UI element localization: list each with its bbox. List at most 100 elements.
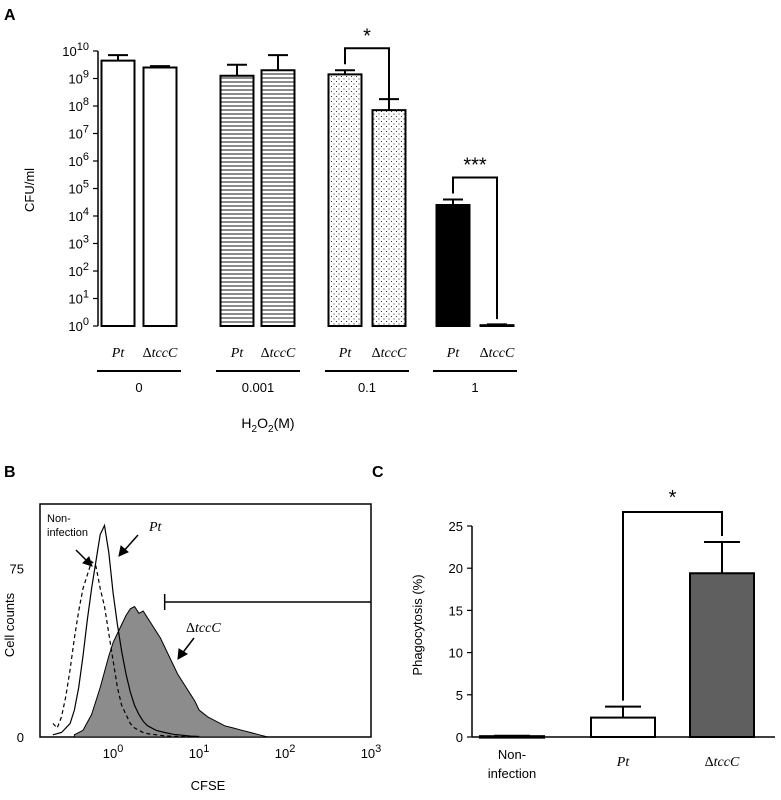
panel-a-bar	[219, 74, 255, 327]
panel-b-x-ticks: 100 101 102 103	[103, 743, 382, 761]
panel-b-x-tick-exp: 1	[203, 743, 209, 755]
panel-c-bar	[689, 572, 755, 738]
panel-b-histogram-dtccc	[73, 605, 268, 738]
panel-b-annotation-non-infection: Non-infection	[47, 513, 88, 539]
panel-b-annotation-pt: Pt	[148, 520, 163, 535]
panel-b-x-tick-label: 100	[103, 743, 124, 761]
panel-c-chart: Phagocytosis (%) 0 5 10 15 20 25 Non-infectio…	[410, 487, 775, 781]
panel-a-significance: ****	[344, 25, 498, 320]
panel-a-y-tick-label: 106	[68, 151, 89, 169]
panel-b-y-tick-label: 0	[17, 730, 24, 745]
panel-b-annotation-dtccc-symbol: Δ	[186, 621, 195, 636]
panel-a-x-category: ΔtccC	[480, 346, 515, 361]
panel-a-x-category-italic: tccC	[270, 346, 296, 361]
panel-a-y-tick-exp: 5	[83, 179, 89, 191]
panel-b-x-tick-exp: 3	[375, 743, 381, 755]
panel-a-group-label: 0.001	[242, 380, 275, 395]
panel-a-x-category-italic: Pt	[338, 346, 353, 361]
panel-a-x-category-italic: tccC	[381, 346, 407, 361]
panel-c-x-category-italic: Pt	[616, 755, 631, 770]
panel-c-x-category-symbol: Δ	[705, 755, 714, 770]
panel-b-y-axis-label: Cell counts	[2, 592, 17, 657]
panel-b-y-ticks: 0 75	[10, 561, 24, 745]
panel-a-y-tick-base: 10	[68, 264, 82, 279]
panel-c-significance: *	[622, 487, 723, 701]
panel-b-annotations: Non-infection Pt ΔtccC	[47, 513, 221, 660]
panel-b-histogram-pt	[52, 523, 200, 738]
panel-b-x-tick-base: 10	[103, 746, 117, 761]
panel-c-y-tick-label: 25	[449, 519, 463, 534]
panel-a-y-tick-label: 1010	[62, 41, 89, 59]
panel-a-y-tick-label: 105	[68, 179, 89, 197]
panel-a-y-tick-exp: 2	[83, 261, 89, 273]
panel-b-arrowhead-dtccc	[177, 648, 188, 660]
panel-b-gate	[163, 594, 371, 610]
panel-a-x-categories: Pt ΔtccC Pt ΔtccC Pt ΔtccC Pt ΔtccC	[111, 346, 515, 361]
panel-b-annotation-line2: infection	[47, 527, 88, 539]
panel-a-x-category: ΔtccC	[261, 346, 296, 361]
panel-a-y-tick-base: 10	[62, 44, 76, 59]
panel-c-y-tick-label: 10	[449, 646, 463, 661]
panel-a-y-tick-base: 10	[68, 237, 82, 252]
panel-a-significance-label: ***	[463, 155, 487, 177]
panel-a-x-category: Pt	[111, 346, 126, 361]
panel-a-x-category: ΔtccC	[372, 346, 407, 361]
panel-label-c: C	[372, 464, 384, 481]
panel-a-y-tick-exp: 9	[83, 69, 89, 81]
panel-c-significance-label: *	[669, 487, 677, 509]
panel-a-x-axis-label: H2O2(M)	[241, 415, 294, 435]
panel-a-x-category: Pt	[446, 346, 461, 361]
panel-c-x-category: ΔtccC	[705, 755, 740, 770]
panel-c-bar	[590, 716, 656, 739]
panel-a-y-tick-label: 107	[68, 124, 89, 142]
panel-a-group-label: 1	[471, 380, 478, 395]
panel-a-y-tick-base: 10	[68, 319, 82, 334]
panel-b-histograms	[52, 523, 268, 738]
panel-a-bar	[142, 66, 178, 327]
panel-c-x-category: Pt	[616, 755, 631, 770]
panel-a-y-tick-exp: 7	[83, 124, 89, 136]
panel-a-y-tick-label: 100	[68, 316, 89, 334]
panel-a-x-category-symbol: Δ	[261, 346, 270, 361]
panel-b-x-tick-label: 103	[361, 743, 382, 761]
panel-c-x-categories: Non-infection Pt ΔtccC	[488, 747, 740, 781]
panel-b-arrowhead-pt	[118, 545, 129, 557]
panel-a-y-tick-exp: 10	[77, 41, 89, 53]
panel-a-x-category: ΔtccC	[143, 346, 178, 361]
panel-a-x-category-italic: Pt	[446, 346, 461, 361]
panel-a-y-tick-exp: 1	[83, 289, 89, 301]
panel-b-x-tick-exp: 2	[289, 743, 295, 755]
panel-a-x-category: Pt	[338, 346, 353, 361]
panel-a-y-tick-label: 101	[68, 289, 89, 307]
panel-b-x-tick-exp: 0	[117, 743, 123, 755]
panel-a-y-tick-exp: 0	[83, 316, 89, 328]
panel-c-significance-bracket	[622, 511, 723, 701]
panel-a-group-label: 0	[135, 380, 142, 395]
panel-c-x-category-italic: tccC	[714, 755, 740, 770]
panel-b-x-tick-label: 101	[189, 743, 210, 761]
panel-a-bar	[327, 73, 363, 327]
panel-b-chart: Cell counts CFSE 075 100 101 102 103 Non-in…	[2, 503, 382, 793]
panel-a-y-tick-base: 10	[68, 209, 82, 224]
panel-b-x-axis-label: CFSE	[191, 778, 226, 793]
panel-a-x-category-italic: tccC	[489, 346, 515, 361]
panel-c-bars	[479, 541, 755, 739]
panel-a-significance-bracket	[344, 47, 390, 105]
panel-a-x-category-italic: Pt	[230, 346, 245, 361]
panel-a-y-tick-label: 103	[68, 234, 89, 252]
panel-c-y-tick-label: 20	[449, 561, 463, 576]
panel-a-y-tick-label: 104	[68, 206, 89, 224]
panel-a-significance-bracket	[452, 176, 498, 320]
panel-a-y-tick-base: 10	[68, 127, 82, 142]
panel-a-group-label: 0.1	[358, 380, 376, 395]
panel-b-arrowhead-non-infection	[82, 556, 93, 567]
panel-a-x-category-italic: tccC	[152, 346, 178, 361]
panel-b-x-tick-base: 10	[361, 746, 375, 761]
panel-c-x-category-line1: Non-	[498, 747, 526, 762]
panel-c-y-tick-label: 0	[456, 730, 463, 745]
panel-a-bar	[260, 69, 296, 327]
panel-b-y-tick-label: 75	[10, 561, 24, 576]
panel-a-y-tick-base: 10	[68, 292, 82, 307]
